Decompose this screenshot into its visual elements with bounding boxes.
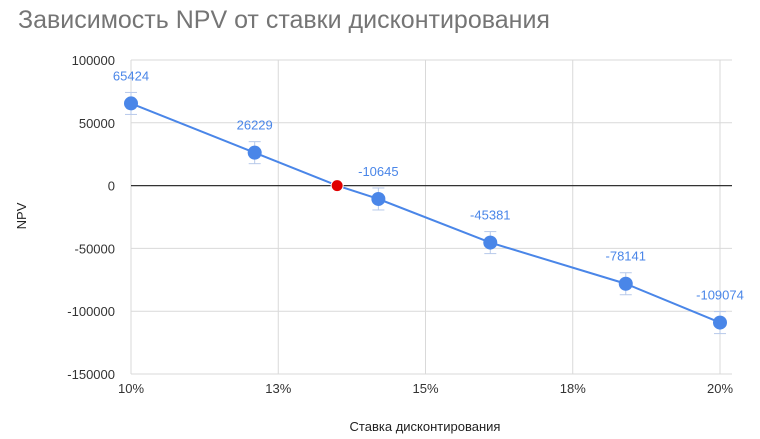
series-group [124, 91, 727, 335]
data-point [618, 276, 633, 291]
gridlines [130, 59, 732, 375]
data-label: 26229 [237, 118, 273, 133]
break-even-point [330, 179, 344, 193]
y-tick-label: -50000 [75, 241, 115, 256]
x-tick-label: 20% [707, 381, 733, 396]
x-tick-label: 18% [560, 381, 586, 396]
data-label: 65424 [113, 68, 149, 83]
data-point [713, 315, 727, 330]
y-tick-label: 50000 [79, 116, 115, 131]
data-point [247, 145, 262, 160]
y-tick-label: -100000 [67, 304, 115, 319]
x-tick-label: 15% [412, 381, 438, 396]
x-tick-label: 10% [118, 381, 144, 396]
x-axis-label: Ставка дисконтирования [350, 419, 501, 434]
y-axis-label: NPV [14, 202, 29, 229]
y-tick-label: 0 [108, 179, 115, 194]
y-tick-labels: 100000 50000 0 -50000 -100000 -150000 [67, 53, 115, 382]
data-point [483, 235, 498, 250]
x-tick-label: 13% [265, 381, 291, 396]
data-point [371, 191, 386, 206]
data-label: -109074 [696, 288, 744, 303]
chart-title: Зависимость NPV от ставки дисконтировани… [18, 6, 550, 34]
data-labels: 65424 26229 -10645 -45381 -78141 -109074 [113, 68, 744, 302]
data-label: -78141 [606, 249, 646, 264]
data-label: -45381 [470, 208, 510, 223]
y-tick-label: 100000 [72, 53, 115, 68]
x-tick-labels: 10% 13% 15% 18% 20% [118, 381, 733, 396]
y-tick-label: -150000 [67, 367, 115, 382]
data-label: -10645 [358, 164, 398, 179]
data-point [124, 96, 138, 111]
